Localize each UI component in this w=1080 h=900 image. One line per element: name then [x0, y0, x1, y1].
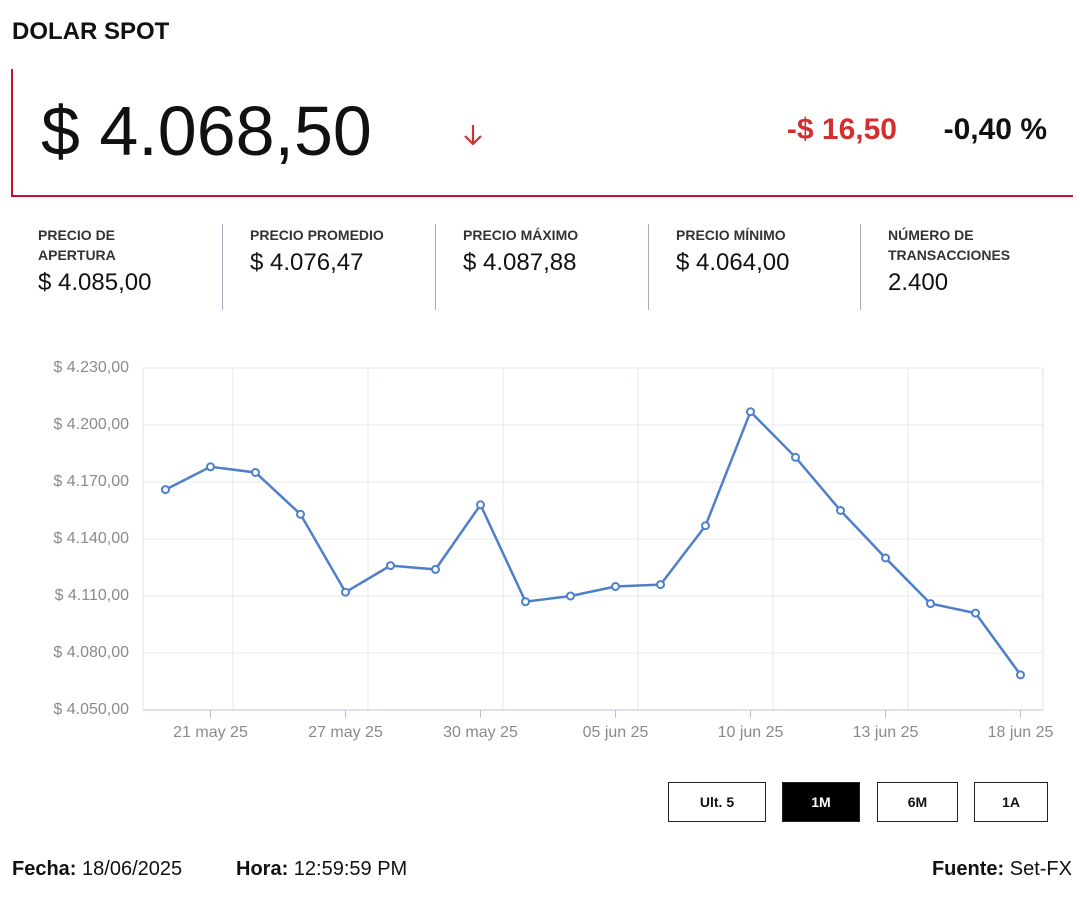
x-tick-label: 05 jun 25 [583, 724, 649, 741]
x-tick-label: 13 jun 25 [853, 724, 919, 741]
x-tick-label: 30 may 25 [443, 724, 518, 741]
range-button[interactable]: Ult. 5 [668, 782, 766, 822]
point [1016, 670, 1025, 680]
y-tick-label: $ 4.170,00 [53, 473, 129, 490]
price: $ 4.068,50 [41, 92, 372, 170]
line [164, 409, 1022, 676]
down-arrow [464, 125, 482, 146]
stat-value: $ 4.064,00 [676, 249, 790, 276]
point [161, 485, 170, 495]
y-tick-label: $ 4.200,00 [53, 416, 129, 433]
point [341, 587, 350, 597]
stat-divider [860, 224, 861, 310]
x-tick-label: 27 may 25 [308, 724, 383, 741]
x-tick-label: 18 jun 25 [988, 724, 1054, 741]
price-change: -$ 16,50 [786, 113, 897, 146]
point [296, 509, 305, 519]
stat-value: $ 4.076,47 [250, 249, 364, 276]
y-tick-label: $ 4.140,00 [53, 530, 129, 547]
stat-label: PRECIO DE APERTURA [38, 227, 116, 263]
point [251, 468, 260, 477]
price-box: $ 4.068,50 -$ 16,50 -0,40 % [11, 69, 1073, 197]
point [611, 582, 620, 591]
point [791, 452, 800, 462]
point [701, 521, 710, 531]
point [656, 580, 665, 590]
stat: NÚMERO DE TRANSACCIONES 2.400 [888, 225, 1080, 297]
point [566, 591, 575, 601]
stat: PRECIO PROMEDIO $ 4.076,47 [250, 225, 450, 277]
stat-divider [222, 224, 223, 310]
stat-divider [648, 224, 649, 310]
range-button[interactable]: 1M [782, 782, 860, 822]
source-value: Set-FX [1009, 858, 1072, 880]
date-label: Fecha: [12, 858, 77, 880]
range-button[interactable]: 1A [974, 782, 1048, 822]
source-label: Fuente: [931, 858, 1005, 880]
y-tick-label: $ 4.050,00 [53, 701, 129, 718]
point [971, 608, 980, 618]
point [386, 561, 395, 571]
stat-value: $ 4.087,88 [463, 249, 577, 276]
date-value: 18/06/2025 [82, 858, 183, 880]
time: Hora: 12:59:59 PM [236, 858, 407, 881]
point [836, 506, 845, 515]
stat-label: NÚMERO DE TRANSACCIONES [888, 227, 1011, 263]
point [431, 564, 440, 574]
time-label: Hora: [236, 858, 289, 880]
point [206, 462, 215, 472]
stat: PRECIO MÍNIMO $ 4.064,00 [676, 225, 876, 277]
stat-label: PRECIO PROMEDIO [250, 227, 384, 243]
point [476, 500, 485, 510]
y-tick-label: $ 4.110,00 [55, 587, 130, 604]
point [926, 599, 935, 609]
time-value: 12:59:59 PM [293, 858, 408, 880]
point [881, 553, 890, 563]
stat-value: 2.400 [888, 269, 949, 296]
title: DOLAR SPOT [12, 18, 170, 45]
stat: PRECIO DE APERTURA $ 4.085,00 [38, 225, 238, 297]
stat-value: $ 4.085,00 [38, 269, 152, 296]
y-tick-label: $ 4.230,00 [53, 359, 129, 376]
stat-label: PRECIO MÍNIMO [676, 227, 786, 243]
range-button[interactable]: 6M [877, 782, 958, 822]
date: Fecha: 18/06/2025 [12, 858, 182, 881]
stat-divider [435, 224, 436, 310]
x-tick-label: 21 may 25 [173, 724, 248, 741]
source: Fuente: Set-FX [932, 858, 1072, 881]
point [746, 407, 755, 417]
price-change-pct: -0,40 % [943, 113, 1047, 146]
y-tick-label: $ 4.080,00 [53, 644, 129, 661]
point [521, 597, 530, 607]
stat-label: PRECIO MÁXIMO [463, 227, 579, 243]
x-tick-label: 10 jun 25 [718, 724, 784, 741]
stat: PRECIO MÁXIMO $ 4.087,88 [463, 225, 663, 277]
